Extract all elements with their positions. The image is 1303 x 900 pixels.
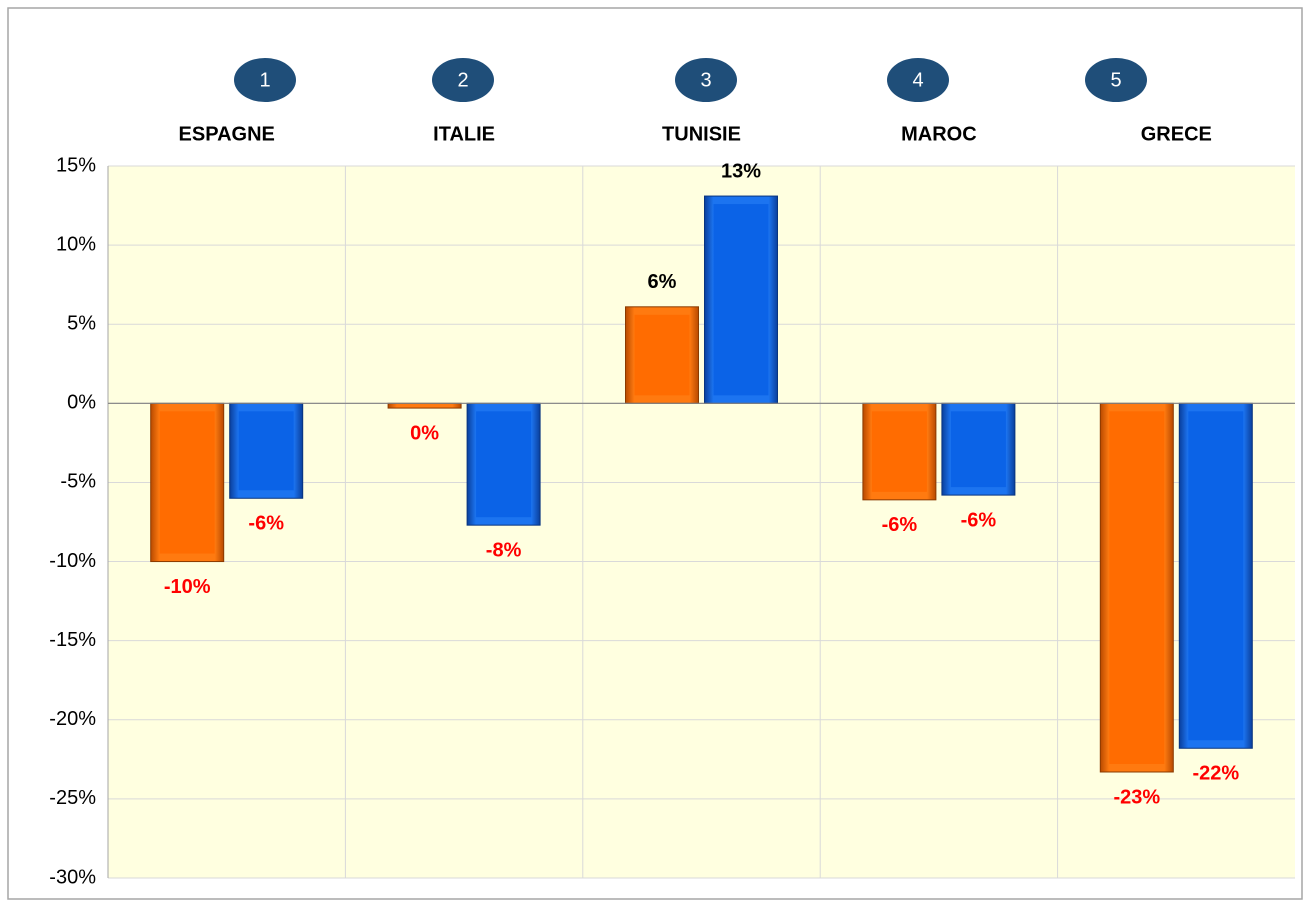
value-label: -6% — [248, 513, 284, 535]
y-tick-label: -10% — [49, 550, 96, 572]
y-tick-label: -20% — [49, 708, 96, 730]
value-label: 13% — [721, 160, 761, 182]
y-tick-label: 10% — [56, 233, 96, 255]
value-label: 6% — [648, 271, 677, 293]
bar-bevel — [476, 411, 532, 518]
bar-bevel — [950, 411, 1006, 488]
y-tick-label: 5% — [67, 313, 96, 335]
y-tick-label: -25% — [49, 787, 96, 809]
bar-bevel — [713, 204, 769, 396]
badge — [234, 58, 296, 102]
bar-bevel — [1109, 411, 1165, 764]
bar-bevel — [238, 411, 294, 491]
badge — [675, 58, 737, 102]
badge — [432, 58, 494, 102]
bar-bevel — [1188, 411, 1244, 741]
value-label: -23% — [1113, 786, 1160, 808]
badge-label: 5 — [1110, 69, 1121, 91]
badge — [1085, 58, 1147, 102]
y-tick-label: 15% — [56, 154, 96, 176]
frame — [7, 7, 1303, 900]
value-label: -8% — [486, 539, 522, 561]
badge-label: 2 — [457, 69, 468, 91]
value-label: 0% — [410, 422, 439, 444]
category-label: TUNISIE — [662, 123, 741, 145]
badge — [887, 58, 949, 102]
y-tick-label: -5% — [60, 471, 96, 493]
y-tick-label: -30% — [49, 866, 96, 888]
badge-label: 1 — [259, 69, 270, 91]
value-label: -6% — [961, 509, 997, 531]
category-label: MAROC — [901, 123, 977, 145]
bar-bevel — [159, 411, 215, 554]
badge-label: 3 — [700, 69, 711, 91]
value-label: -22% — [1192, 763, 1239, 785]
value-label: -10% — [164, 576, 211, 598]
category-label: GRECE — [1141, 123, 1212, 145]
plot-area — [108, 166, 1295, 878]
category-label: ESPAGNE — [179, 123, 275, 145]
bar — [387, 402, 462, 409]
bar-bevel — [634, 314, 690, 396]
y-tick-label: -15% — [49, 629, 96, 651]
badge-label: 4 — [912, 69, 923, 91]
y-tick-label: 0% — [67, 392, 96, 414]
category-label: ITALIE — [433, 123, 495, 145]
bar-bevel — [871, 411, 927, 492]
value-label: -6% — [882, 514, 918, 536]
